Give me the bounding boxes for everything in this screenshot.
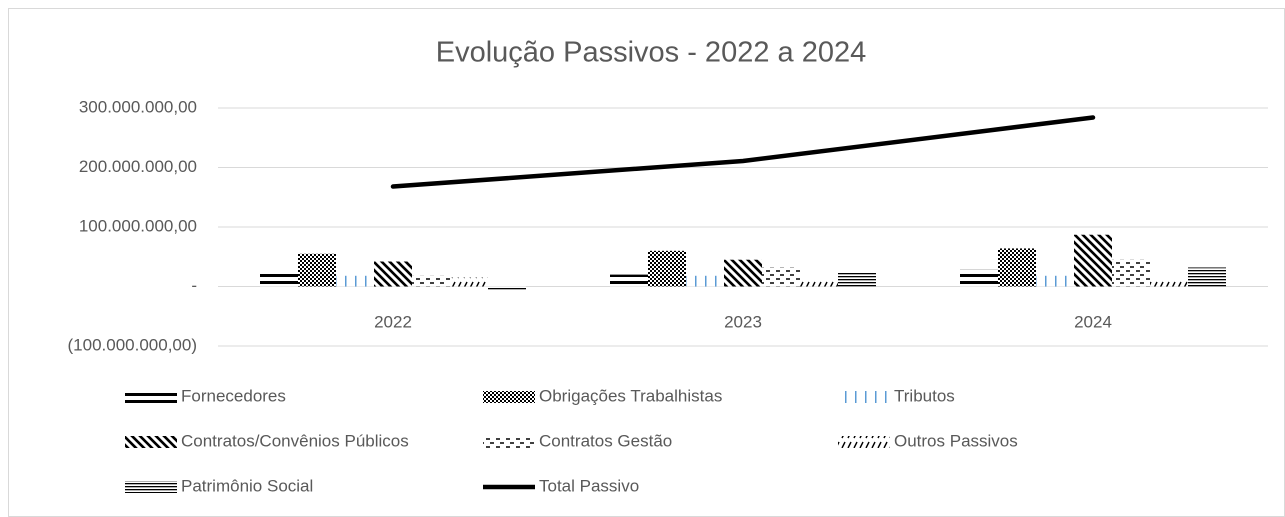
bar — [610, 274, 648, 287]
bar — [724, 259, 762, 287]
x-tick-label: 2022 — [374, 312, 412, 331]
legend-symbol — [483, 391, 535, 403]
legend-label: Total Passivo — [539, 476, 639, 495]
legend-label: Tributos — [894, 386, 955, 405]
legend-label: Contratos/Convênios Públicos — [181, 431, 409, 450]
legend-label: Patrimônio Social — [181, 476, 313, 495]
y-tick-label: (100.000.000,00) — [68, 335, 198, 354]
bar — [1074, 234, 1112, 287]
y-tick-label: - — [191, 276, 197, 295]
legend-label: Contratos Gestão — [539, 431, 672, 450]
legend-label: Fornecedores — [181, 386, 286, 405]
bar — [960, 269, 998, 287]
bar — [686, 275, 724, 287]
line — [390, 115, 1096, 189]
bar — [838, 272, 876, 287]
bar — [762, 267, 800, 287]
legend-symbol — [838, 436, 890, 448]
bar — [488, 286, 526, 291]
bar — [450, 277, 488, 287]
x-tick-label: 2024 — [1074, 312, 1112, 331]
legend-symbol — [483, 436, 535, 448]
y-tick-label: 300.000.000,00 — [79, 97, 197, 116]
bar — [298, 253, 336, 287]
legend-symbol — [125, 481, 177, 493]
bar — [648, 250, 686, 287]
y-tick-label: 200.000.000,00 — [79, 157, 197, 176]
bar — [374, 261, 412, 287]
bar — [1112, 259, 1150, 287]
bar — [336, 275, 374, 287]
bar — [412, 275, 450, 287]
legend-label: Obrigações Trabalhistas — [539, 386, 722, 405]
bar — [1188, 267, 1226, 287]
bar — [800, 278, 838, 287]
legend-label: Outros Passivos — [894, 431, 1018, 450]
bar — [1036, 275, 1074, 287]
chart-border — [8, 8, 1285, 517]
bar — [1150, 278, 1188, 287]
y-tick-label: 100.000.000,00 — [79, 216, 197, 235]
chart-title: Evolução Passivos - 2022 a 2024 — [436, 37, 866, 69]
x-tick-label: 2023 — [724, 312, 762, 331]
bar — [998, 248, 1036, 287]
bar — [260, 271, 298, 287]
legend-symbol — [125, 391, 177, 403]
legend-symbol — [838, 391, 890, 403]
legend-symbol — [125, 436, 177, 448]
